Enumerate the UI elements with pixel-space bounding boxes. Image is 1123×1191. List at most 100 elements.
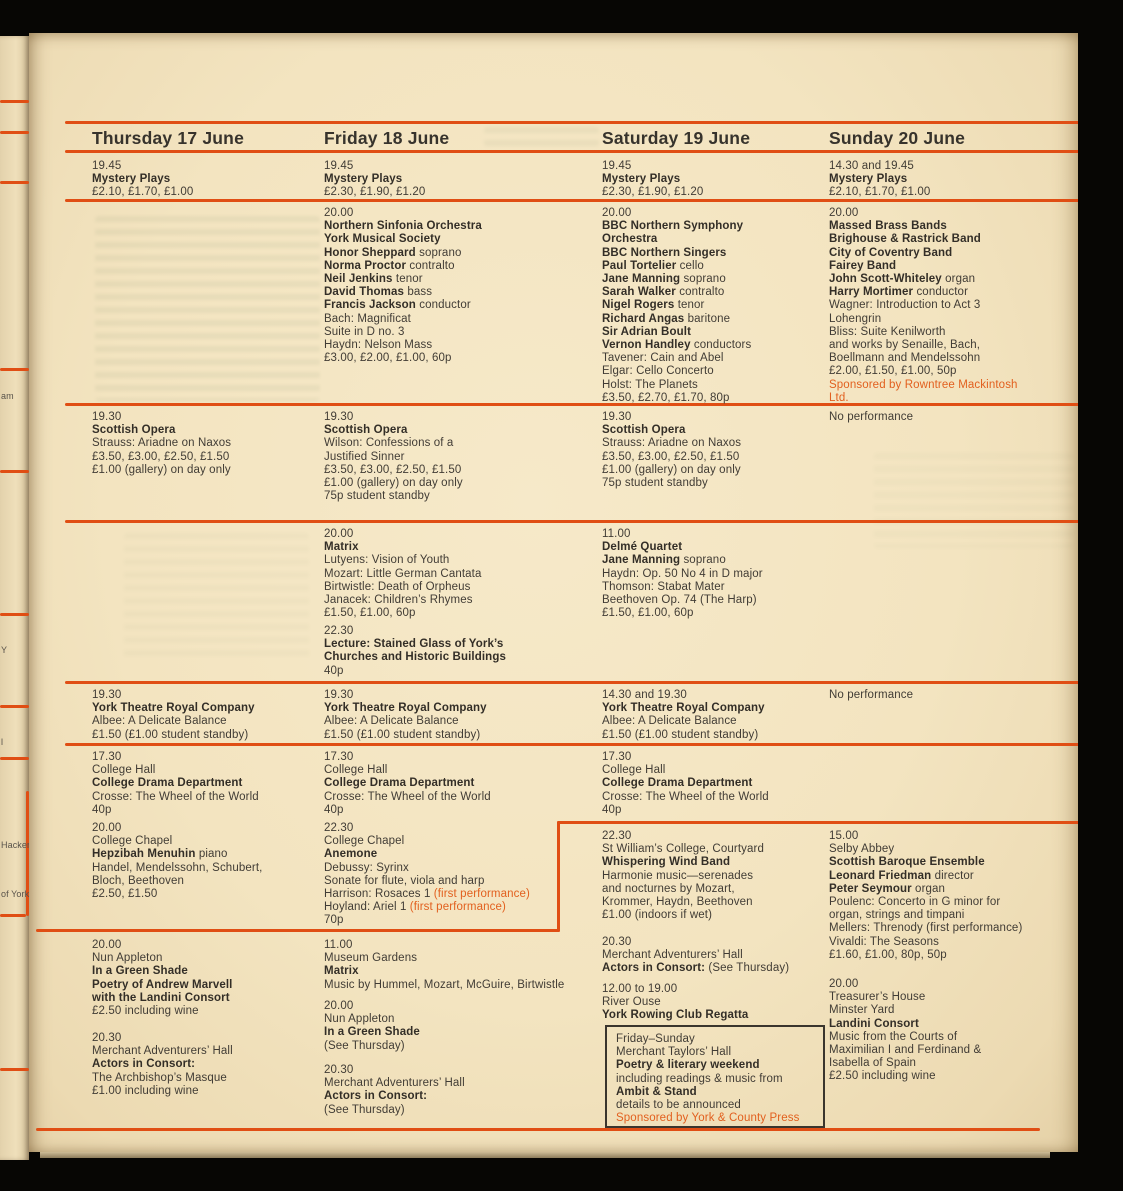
text-segment: Francis Jackson [324, 299, 416, 312]
text-line: College Chapel [324, 835, 530, 848]
text-segment: with the Landini Consort [92, 991, 230, 1004]
text-segment: Peter Seymour [829, 882, 912, 895]
event-block: 20.00 Matrix Lutyens: Vision of Youth Mozar… [324, 528, 482, 620]
text-line: Bliss: Suite Kenilworth [829, 326, 1018, 339]
text-line: £1.50, £1.00, 60p [324, 607, 482, 620]
text-line: £2.10, £1.70, £1.00 [92, 186, 193, 199]
text-segment: organ, strings and timpani [829, 909, 965, 922]
text-line: Brighouse & Rastrick Band [829, 233, 1018, 246]
text-segment: £1.60, £1.00, 80p, 50p [829, 948, 947, 961]
text-segment: 20.30 [92, 1032, 122, 1044]
text-segment: Mellers: Threnody (first performance) [829, 922, 1023, 935]
text-line: Richard Angas baritone [602, 313, 751, 326]
text-line: with the Landini Consort [92, 992, 233, 1005]
text-segment: Richard Angas [602, 312, 685, 325]
text-line: 19.45 [92, 160, 193, 173]
text-segment: 17.30 [602, 751, 632, 763]
edge-orange-rule [0, 1068, 29, 1071]
text-line: Paul Tortelier cello [602, 260, 751, 273]
text-line: 20.00 [829, 207, 1018, 220]
text-line: Matrix [324, 541, 482, 554]
text-line: Scottish Baroque Ensemble [829, 856, 1022, 869]
text-line: College Hall [324, 764, 491, 777]
event-block: 22.30 College Chapel Anemone Debussy: Syrin… [324, 822, 530, 928]
text-line: Boellmann and Mendelssohn [829, 352, 1018, 365]
text-line: Albee: A Delicate Balance [92, 715, 255, 728]
text-segment: Beethoven Op. 74 (The Harp) [602, 594, 757, 607]
text-line: The Archbishop’s Masque [92, 1072, 233, 1085]
text-line: 20.00 [602, 207, 751, 220]
text-segment: No performance [829, 411, 914, 423]
text-line: Actors in Consort: [92, 1058, 233, 1071]
text-segment: Massed Brass Bands [829, 220, 947, 233]
text-line: Beethoven Op. 74 (The Harp) [602, 594, 763, 607]
text-line: Debussy: Syrinx [324, 862, 530, 875]
text-segment: 40p [92, 803, 112, 816]
text-segment: £3.50, £3.00, £2.50, £1.50 [92, 450, 230, 463]
event-block: 15.00 Selby Abbey Scottish Baroque Ensembl… [829, 830, 1022, 962]
text-segment: £1.00 including wine [92, 1084, 199, 1097]
text-line: Fairey Band [829, 260, 1018, 273]
orange-rule [557, 821, 560, 932]
text-line: College Chapel [92, 835, 262, 848]
orange-rule [65, 199, 1078, 202]
text-segment: John Scott-Whiteley [829, 273, 942, 286]
text-segment: Selby Abbey [829, 843, 895, 856]
text-line: Poulenc: Concerto in G minor for [829, 896, 1022, 909]
text-line: York Theatre Royal Company [92, 702, 255, 715]
text-line: and works by Senaille, Bach, [829, 339, 1018, 352]
text-segment: Holst: The Planets [602, 378, 698, 391]
text-line: 75p student standby [602, 477, 741, 490]
edge-orange-rule [0, 368, 29, 371]
text-segment: 22.30 [324, 625, 354, 637]
text-segment: Thomson: Stabat Mater [602, 580, 725, 593]
text-segment: conductor [415, 299, 471, 312]
event-block: 17.30 College Hall College Drama Departmen… [602, 751, 769, 817]
text-segment: York Theatre Royal Company [324, 702, 487, 715]
text-segment: Anemone [324, 848, 378, 861]
text-segment: 15.00 [829, 830, 859, 842]
text-line: £2.50 including wine [92, 1005, 233, 1018]
text-segment: £1.50 (£1.00 student standby) [324, 728, 481, 741]
text-segment: Wilson: Confessions of a [324, 437, 454, 450]
text-segment: Janacek: Children’s Rhymes [324, 594, 473, 607]
text-segment: Honor Sheppard [324, 246, 416, 259]
text-line: Treasurer’s House [829, 991, 981, 1004]
text-segment: College Chapel [92, 835, 173, 848]
text-line: 11.00 [324, 939, 564, 952]
text-line: £2.50, £1.50 [92, 888, 262, 901]
text-line: Merchant Adventurers’ Hall [602, 949, 789, 962]
text-segment: Crosse: The Wheel of the World [324, 790, 491, 803]
text-line: (See Thursday) [324, 1040, 420, 1053]
text-segment: 20.00 [829, 978, 859, 990]
text-line: Handel, Mendelssohn, Schubert, [92, 862, 262, 875]
text-segment: and works by Senaille, Bach, [829, 339, 981, 352]
text-line: Sir Adrian Boult [602, 326, 751, 339]
text-line: 20.00 [324, 528, 482, 541]
text-line: 17.30 [92, 751, 259, 764]
text-line: 14.30 and 19.30 [602, 689, 765, 702]
edge-orange-rule [0, 914, 26, 917]
text-line: Peter Seymour organ [829, 883, 1022, 896]
text-segment: and nocturnes by Mozart, [602, 882, 735, 895]
text-line: College Drama Department [324, 777, 491, 790]
day-header-sunday: Sunday 20 June [829, 128, 966, 148]
text-segment: soprano [415, 246, 462, 259]
event-block: 17.30 College Hall College Drama Departmen… [324, 751, 491, 817]
event-block: 19.30 York Theatre Royal Company Albee: A … [92, 689, 255, 742]
text-segment: College Drama Department [324, 777, 475, 790]
text-line: BBC Northern Singers [602, 247, 751, 260]
text-segment: 75p student standby [324, 490, 430, 503]
orange-rule [65, 121, 1078, 124]
text-segment: Tavener: Cain and Abel [602, 352, 724, 365]
text-line: Massed Brass Bands [829, 220, 1018, 233]
text-line: 19.30 [602, 411, 741, 424]
event-block: 17.30 College Hall College Drama Departmen… [92, 751, 259, 817]
text-segment: Mystery Plays [324, 173, 403, 186]
text-segment: £1.00 (gallery) on day only [324, 477, 463, 490]
text-segment: Haydn: Nelson Mass [324, 339, 433, 352]
text-segment: Debussy: Syrinx [324, 861, 409, 874]
text-line: £1.50 (£1.00 student standby) [324, 729, 487, 742]
text-line: 22.30 [602, 830, 764, 843]
event-block: No performance [829, 411, 913, 424]
